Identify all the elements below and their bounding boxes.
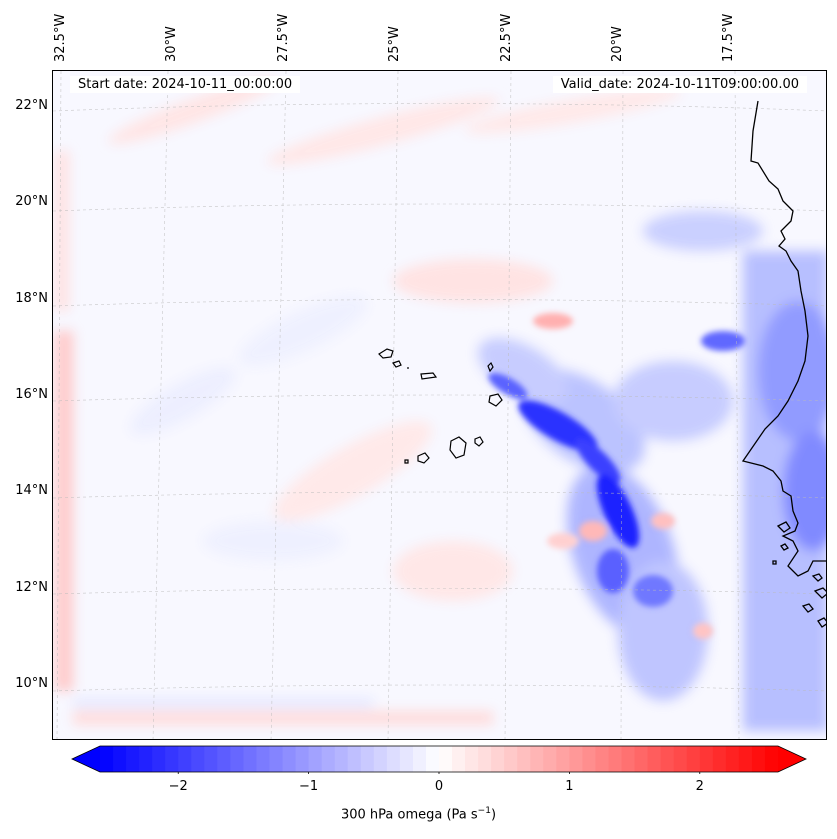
lat-label-20n: 20°N xyxy=(15,194,48,209)
colorbar-bin xyxy=(699,746,714,772)
colorbar-bin xyxy=(178,746,192,772)
start-date-label: Start date: 2024-10-11_00:00:00 xyxy=(70,76,301,93)
omega-field-map xyxy=(53,71,826,739)
colorbar-tick-label: −2 xyxy=(168,779,188,794)
colorbar-bin xyxy=(139,746,153,772)
colorbar-bin xyxy=(582,746,597,772)
lat-label-14n: 14°N xyxy=(15,483,48,498)
colorbar-bin xyxy=(230,746,245,772)
lat-label-12n: 12°N xyxy=(15,580,48,595)
africa-coastline xyxy=(741,100,826,628)
lat-label-18n: 18°N xyxy=(15,291,48,306)
colorbar-bin xyxy=(386,746,401,772)
lon-label-27-5w: 27.5°W xyxy=(276,13,291,62)
colorbar-bin xyxy=(217,746,231,772)
lon-label-20w: 20°W xyxy=(610,26,625,62)
colorbar-bin xyxy=(399,746,414,772)
colorbar-bin xyxy=(595,746,610,772)
colorbar-bin xyxy=(308,746,323,772)
colorbar-bin xyxy=(191,746,205,772)
colorbar-max-extend xyxy=(778,746,806,772)
colorbar-bin xyxy=(321,746,336,772)
colorbar-bin xyxy=(439,746,453,772)
colorbar-outline xyxy=(71,745,807,773)
colorbar-bin xyxy=(504,746,518,772)
colorbar xyxy=(71,745,807,774)
valid-date-label: Valid_date: 2024-10-11T09:00:00.00 xyxy=(552,76,807,93)
cape-verde-islands xyxy=(378,348,503,464)
colorbar-bin xyxy=(360,746,375,772)
colorbar-bin xyxy=(243,746,258,772)
omega-strong-core xyxy=(488,313,745,639)
colorbar-bin xyxy=(530,746,544,772)
colorbar-bin xyxy=(751,746,766,772)
colorbar-bin xyxy=(712,746,727,772)
colorbar-bin xyxy=(204,746,218,772)
colorbar-bin xyxy=(126,746,140,772)
colorbar-bin xyxy=(347,746,362,772)
colorbar-label: 300 hPa omega (Pa s−1) xyxy=(340,806,497,823)
colorbar-bin xyxy=(113,746,127,772)
colorbar-bin xyxy=(621,746,636,772)
colorbar-bin xyxy=(256,746,271,772)
lon-label-22-5w: 22.5°W xyxy=(499,13,514,62)
lat-label-10n: 10°N xyxy=(15,676,48,691)
colorbar-min-extend xyxy=(72,746,100,772)
colorbar-bin xyxy=(673,746,688,772)
colorbar-bin xyxy=(295,746,310,772)
colorbar-bin xyxy=(478,746,492,772)
colorbar-bin xyxy=(660,746,675,772)
colorbar-bin xyxy=(165,746,179,772)
colorbar-bin xyxy=(543,746,557,772)
lon-label-32-5w: 32.5°W xyxy=(53,13,68,62)
colorbar-tick-label: 0 xyxy=(434,779,444,794)
lon-label-30w: 30°W xyxy=(164,26,179,62)
colorbar-bin xyxy=(425,746,440,772)
colorbar-bin xyxy=(647,746,662,772)
colorbar-bin xyxy=(100,746,114,772)
colorbar-bin xyxy=(373,746,388,772)
colorbar-tick-label: 2 xyxy=(695,779,704,794)
colorbar-bin xyxy=(517,746,531,772)
colorbar-bin xyxy=(738,746,753,772)
colorbar-bin xyxy=(556,746,570,772)
colorbar-bin xyxy=(452,746,466,772)
colorbar-tick-label: −1 xyxy=(299,779,319,794)
colorbar-bin xyxy=(491,746,505,772)
graticule xyxy=(53,71,826,739)
lon-label-17-5w: 17.5°W xyxy=(721,13,736,62)
colorbar-bin xyxy=(569,746,584,772)
colorbar-bin xyxy=(282,746,297,772)
colorbar-bin xyxy=(608,746,623,772)
colorbar-bin xyxy=(764,746,779,772)
lon-label-25w: 25°W xyxy=(387,26,402,62)
colorbar-bin xyxy=(725,746,740,772)
colorbar-bin xyxy=(269,746,284,772)
colorbar-bin xyxy=(465,746,479,772)
lat-label-16n: 16°N xyxy=(15,387,48,402)
map-panel xyxy=(52,70,827,740)
colorbar-tick-label: 1 xyxy=(565,779,574,794)
colorbar-bin xyxy=(334,746,349,772)
colorbar-bin xyxy=(634,746,649,772)
colorbar-bin xyxy=(152,746,166,772)
colorbar-bin xyxy=(412,746,427,772)
colorbar-bin xyxy=(686,746,701,772)
lat-label-22n: 22°N xyxy=(15,98,48,113)
